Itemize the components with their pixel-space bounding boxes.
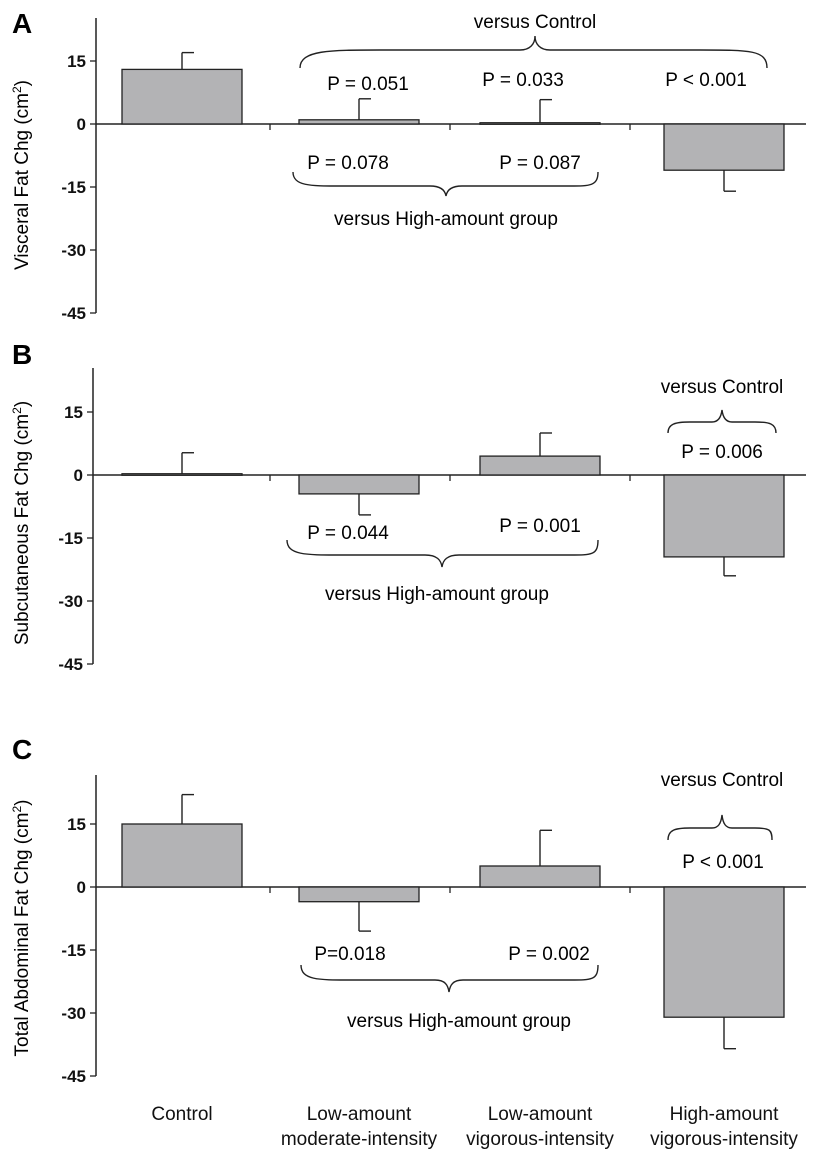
y-tick-label: 0 (74, 466, 83, 485)
p-value: P = 0.078 (307, 153, 389, 174)
bar (121, 68, 243, 125)
y-tick-label: -45 (61, 304, 86, 323)
bar (121, 473, 243, 476)
panel-c: C Total Abdominal Fat Chg (cm2) 15 0 -15 -3… (10, 734, 806, 1086)
x-category-label: moderate-intensity (281, 1129, 438, 1149)
p-value: P = 0.006 (681, 442, 763, 463)
brace-versus-high-amount (300, 964, 599, 993)
bars (121, 51, 785, 192)
brace-versus-high-amount (286, 539, 599, 568)
bar (479, 865, 601, 888)
y-tick-label: -45 (58, 655, 83, 674)
y-axis-label: Subcutaneous Fat Chg (cm2) (10, 401, 33, 645)
top-annotation-label: versus Control (474, 12, 597, 33)
y-tick-label: -15 (61, 941, 86, 960)
x-category-label: Low-amount (488, 1104, 593, 1125)
p-value: P = 0.001 (499, 516, 581, 537)
x-category-label: Low-amount (307, 1104, 412, 1125)
brace-versus-control (667, 814, 773, 841)
brace-versus-high-amount (292, 171, 599, 197)
y-tick-label: -15 (58, 529, 83, 548)
y-tick-label: -30 (61, 1004, 86, 1023)
y-tick-label: 0 (77, 878, 86, 897)
panel-letter: B (12, 339, 32, 370)
y-tick-label: -45 (61, 1067, 86, 1086)
y-tick-label: 15 (64, 403, 83, 422)
p-value: P < 0.001 (665, 70, 747, 91)
x-category-label: High-amount (670, 1104, 779, 1125)
y-tick-label: 0 (77, 115, 86, 134)
bars (121, 432, 785, 577)
annotations: versus Control P = 0.006 P = 0.044 P = 0… (286, 377, 784, 605)
y-tick-label: -15 (61, 178, 86, 197)
bar (298, 474, 420, 495)
svg-text:Visceral Fat Chg (cm2): Visceral Fat Chg (cm2) (10, 80, 33, 270)
brace-versus-control (667, 409, 777, 434)
bar (479, 455, 601, 476)
svg-text:Total Abdominal Fat Chg (cm2): Total Abdominal Fat Chg (cm2) (10, 800, 33, 1057)
bottom-annotation-label: versus High-amount group (334, 209, 558, 230)
x-category-label: vigorous-intensity (650, 1129, 798, 1149)
y-tick-label: -30 (61, 241, 86, 260)
p-value: P=0.018 (314, 944, 385, 965)
y-tick-label: 15 (67, 815, 86, 834)
bars (121, 793, 785, 1050)
panel-letter: C (12, 734, 32, 765)
bottom-annotation-label: versus High-amount group (347, 1011, 571, 1032)
bar (663, 474, 785, 558)
bar (479, 122, 601, 125)
y-axis-label: Visceral Fat Chg (cm2) (10, 80, 33, 270)
bar (663, 123, 785, 171)
top-annotation-label: versus Control (661, 377, 784, 398)
bar (298, 119, 420, 125)
brace-versus-control (299, 35, 768, 69)
p-value: P = 0.002 (508, 944, 590, 965)
p-value: P = 0.044 (307, 523, 389, 544)
panel-b: B Subcutaneous Fat Chg (cm2) 15 0 -15 -30 -4… (10, 339, 806, 674)
x-category-label: Control (151, 1104, 212, 1125)
x-axis-category-labels: Control Low-amount moderate-intensity Low-a… (151, 1104, 798, 1149)
bar (121, 823, 243, 888)
y-axis-label: Total Abdominal Fat Chg (cm2) (10, 800, 33, 1057)
y-tick-label: 15 (67, 52, 86, 71)
annotations: versus Control P = 0.051 P = 0.033 P < 0… (292, 12, 768, 230)
p-value: P = 0.033 (482, 70, 564, 91)
p-value: P = 0.087 (499, 153, 581, 174)
x-category-label: vigorous-intensity (466, 1129, 614, 1149)
panel-letter: A (12, 8, 32, 39)
p-value: P = 0.051 (327, 74, 409, 95)
bottom-annotation-label: versus High-amount group (325, 584, 549, 605)
y-tick-label: -30 (58, 592, 83, 611)
p-value: P < 0.001 (682, 852, 764, 873)
top-annotation-label: versus Control (661, 770, 784, 791)
annotations: versus Control P < 0.001 P=0.018 P = 0.0… (300, 770, 784, 1032)
panel-a: A Visceral Fat Chg (cm2) 15 0 -15 -30 -45 ve… (10, 8, 806, 323)
bar (663, 886, 785, 1018)
bar (298, 886, 420, 903)
svg-text:Subcutaneous Fat Chg (cm2): Subcutaneous Fat Chg (cm2) (10, 401, 33, 645)
